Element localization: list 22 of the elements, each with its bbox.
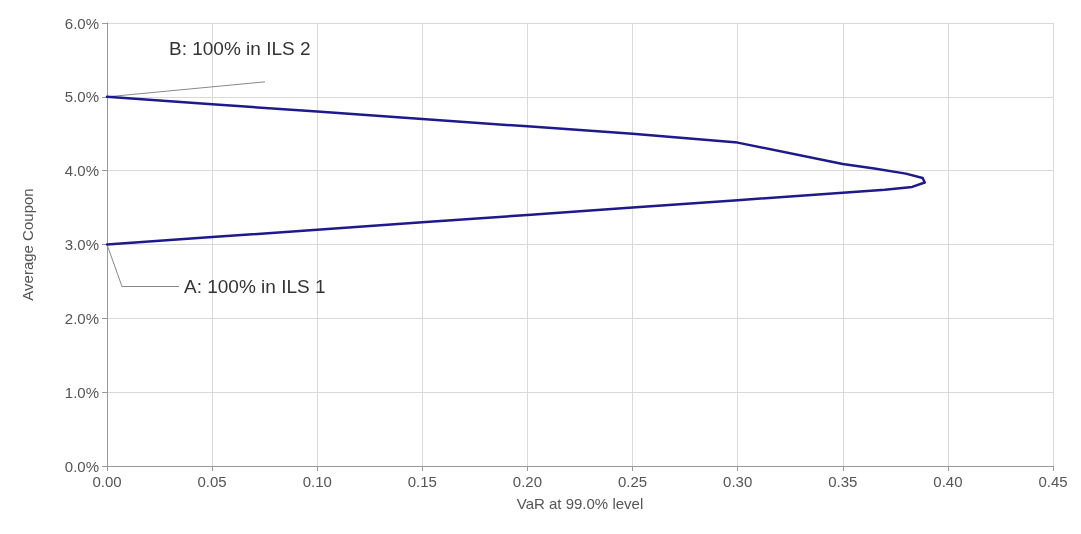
- x-tick-label: 0.15: [407, 473, 437, 490]
- y-tick-label: 1.0%: [64, 383, 99, 401]
- line-series: [105, 95, 927, 246]
- x-tick-label: 0.00: [92, 473, 122, 490]
- y-tick-label: 5.0%: [64, 88, 99, 106]
- x-tick-label: 0.40: [933, 473, 963, 490]
- annotation: B: 100% in ILS 2: [169, 37, 311, 59]
- x-tick-label: 0.25: [617, 473, 648, 490]
- y-tick-label: 0.0%: [64, 457, 99, 475]
- annotation: A: 100% in ILS 1: [184, 276, 326, 297]
- x-tick-label: 0.45: [1038, 473, 1068, 490]
- y-tick-label: 4.0%: [64, 162, 99, 180]
- x-tick-label: 0.10: [302, 473, 332, 490]
- y-tick-label: 2.0%: [64, 309, 99, 327]
- x-tick-label: 0.05: [197, 473, 227, 490]
- y-tick-label: 3.0%: [64, 236, 99, 253]
- y-tick-label: 6.0%: [64, 14, 99, 32]
- x-axis-title: VaR at 99.0% level: [516, 495, 644, 512]
- y-axis-title: Average Coupon: [19, 188, 36, 301]
- x-tick-label: 0.20: [512, 473, 543, 490]
- x-tick-label: 0.35: [828, 473, 858, 490]
- x-tick-label: 0.30: [723, 473, 753, 490]
